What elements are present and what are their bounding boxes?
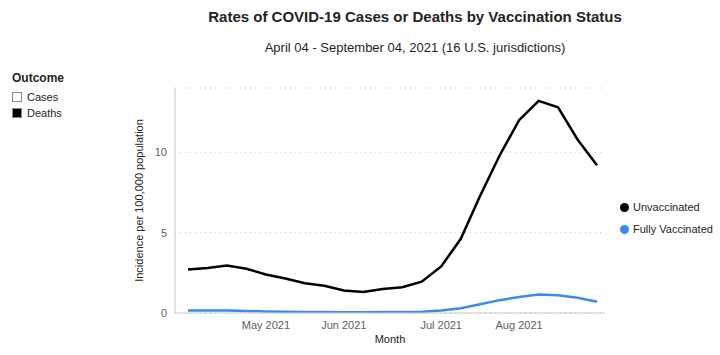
html-text:Rates of COVID-19 Cases or Dea: Rates of COVID-19 Cases or Deaths by Vac… <box>208 8 622 25</box>
html-text:Cases: Cases <box>27 91 59 103</box>
html-text:Fully Vaccinated: Fully Vaccinated <box>633 223 713 235</box>
svg-text:Aug 2021: Aug 2021 <box>496 319 543 331</box>
svg-text:0: 0 <box>161 307 167 319</box>
html-text:Outcome: Outcome <box>12 71 64 85</box>
svg-text:Month: Month <box>375 333 406 345</box>
html-text:April 04 - September 04, 2021: April 04 - September 04, 2021 (16 U.S. j… <box>264 40 566 55</box>
svg-text:Incidence per 100,000 populati: Incidence per 100,000 population <box>133 119 145 282</box>
svg-text:5: 5 <box>161 227 167 239</box>
svg-text:Jun 2021: Jun 2021 <box>321 319 366 331</box>
html-text:Deaths: Deaths <box>27 107 62 119</box>
html-text:Unvaccinated: Unvaccinated <box>633 201 700 213</box>
svg-text:Jul 2021: Jul 2021 <box>420 319 462 331</box>
svg-text:10: 10 <box>155 146 167 158</box>
svg-text:May 2021: May 2021 <box>242 319 290 331</box>
